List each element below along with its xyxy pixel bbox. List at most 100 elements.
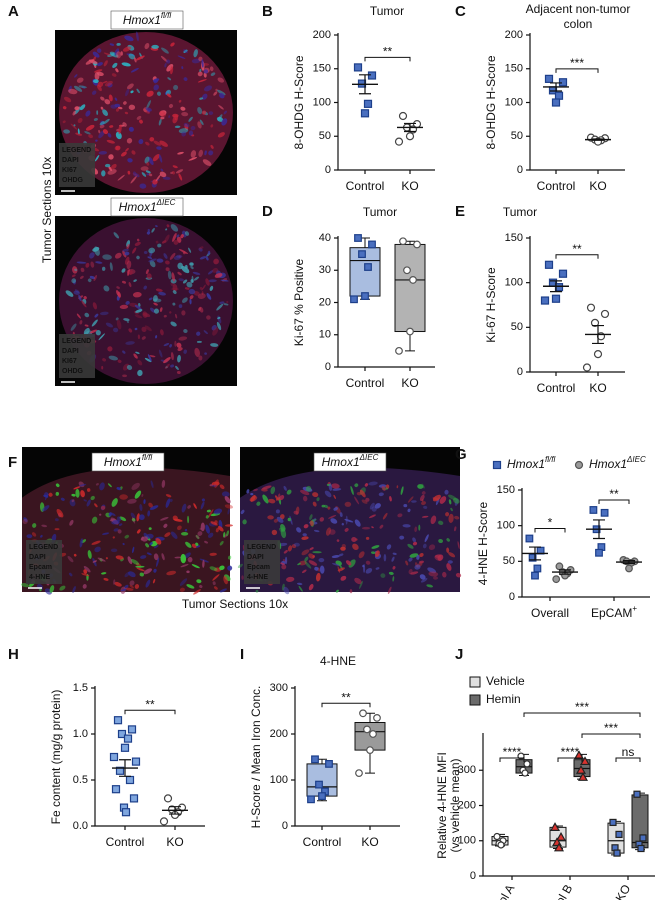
tissue-texture — [69, 572, 73, 577]
data-point — [633, 790, 641, 798]
tissue-texture — [103, 577, 109, 581]
tissue-texture — [191, 543, 197, 549]
tissue-texture — [419, 560, 424, 564]
tissue-texture — [216, 303, 224, 311]
genotype-label-sup: ΔIEC — [156, 198, 176, 207]
tissue-texture — [180, 553, 187, 564]
tissue-texture — [71, 499, 75, 503]
tissue-texture — [110, 163, 117, 170]
legend-text: DAPI — [29, 554, 46, 561]
tissue-texture — [333, 507, 338, 511]
tissue-texture — [420, 578, 428, 583]
tissue-texture — [286, 576, 295, 582]
genotype-label-sup: fl/fl — [142, 453, 152, 462]
tissue-texture — [344, 527, 349, 532]
tissue-texture — [201, 291, 204, 295]
tissue-texture — [208, 532, 214, 538]
tissue-texture — [128, 126, 134, 132]
x-tick-label: KO — [401, 179, 418, 193]
tissue-texture — [309, 520, 314, 527]
tissue-texture — [422, 543, 427, 549]
tissue-texture — [169, 252, 176, 260]
tissue-texture — [205, 524, 210, 534]
tissue-texture — [81, 300, 87, 308]
tissue-texture — [162, 240, 167, 244]
tissue-texture — [287, 517, 292, 522]
error-bar — [593, 519, 605, 540]
tissue-texture — [339, 512, 343, 517]
tissue-texture — [113, 528, 119, 532]
tissue-texture — [365, 497, 370, 502]
tissue-texture — [304, 556, 309, 562]
tissue-texture — [67, 555, 74, 563]
tissue-texture — [146, 231, 151, 235]
tissue-texture — [146, 161, 150, 166]
panel-label: C — [455, 3, 466, 20]
x-tick-label: KO — [589, 381, 606, 395]
tissue-texture — [128, 328, 133, 333]
tissue-texture — [308, 560, 318, 566]
tissue-texture — [59, 585, 66, 591]
tissue-texture — [211, 481, 220, 486]
tissue-texture — [154, 545, 159, 549]
tissue-texture — [351, 536, 357, 543]
tissue-texture — [198, 355, 203, 361]
tissue-texture — [170, 224, 179, 232]
tissue-texture — [129, 270, 133, 275]
tissue-texture — [82, 584, 87, 589]
tissue-texture — [149, 260, 156, 268]
tissue-texture — [199, 287, 204, 291]
tissue-texture — [301, 549, 310, 556]
data-point — [575, 765, 587, 774]
tissue — [22, 467, 230, 592]
tissue-texture — [134, 304, 142, 310]
tissue-texture — [176, 370, 181, 375]
tissue-texture — [176, 254, 183, 259]
tissue-texture — [380, 573, 386, 578]
tissue-texture — [172, 290, 177, 295]
tissue-texture — [81, 85, 86, 90]
tissue-texture — [122, 350, 126, 354]
tissue-texture — [203, 85, 213, 92]
chart-title: 4-HNE — [320, 654, 356, 668]
tissue-texture — [84, 312, 90, 318]
tissue-texture — [93, 274, 98, 282]
significance-label: **** — [503, 745, 522, 759]
tissue-texture — [138, 303, 141, 307]
tissue-texture — [83, 566, 91, 573]
tissue-texture — [160, 329, 164, 336]
tissue-texture — [242, 519, 247, 525]
tissue-texture — [115, 145, 121, 151]
caption: Tumor Sections 10x — [40, 157, 54, 263]
tissue-texture — [196, 340, 202, 343]
tissue-texture — [212, 484, 217, 487]
data-point — [525, 534, 534, 543]
tissue-texture — [107, 82, 113, 88]
y-axis-label: Fe content (mg/g protein) — [49, 690, 63, 825]
tissue-texture — [399, 535, 405, 540]
tissue-texture — [155, 225, 158, 228]
tissue-texture — [349, 589, 353, 594]
tissue-texture — [109, 43, 115, 46]
data-point — [129, 794, 139, 803]
tissue-texture — [106, 139, 115, 144]
legend-text: DAPI — [62, 348, 79, 355]
tissue-texture — [438, 520, 444, 525]
tissue-texture — [73, 290, 80, 295]
tissue-texture — [219, 301, 225, 304]
tissue-texture — [167, 270, 172, 280]
y-tick-label: 200 — [458, 799, 476, 811]
tissue-texture — [119, 516, 127, 522]
tissue-texture — [32, 523, 37, 528]
error-bar — [529, 546, 541, 561]
tissue-texture — [136, 115, 142, 120]
tissue-texture — [116, 108, 120, 112]
tissue-texture — [204, 540, 209, 544]
tissue-texture — [95, 139, 98, 142]
tissue-texture — [121, 268, 126, 273]
data-point — [609, 818, 617, 827]
tissue-texture — [78, 85, 87, 89]
tissue-texture — [275, 509, 280, 514]
tissue-texture — [107, 483, 112, 488]
tissue-texture — [92, 51, 100, 58]
